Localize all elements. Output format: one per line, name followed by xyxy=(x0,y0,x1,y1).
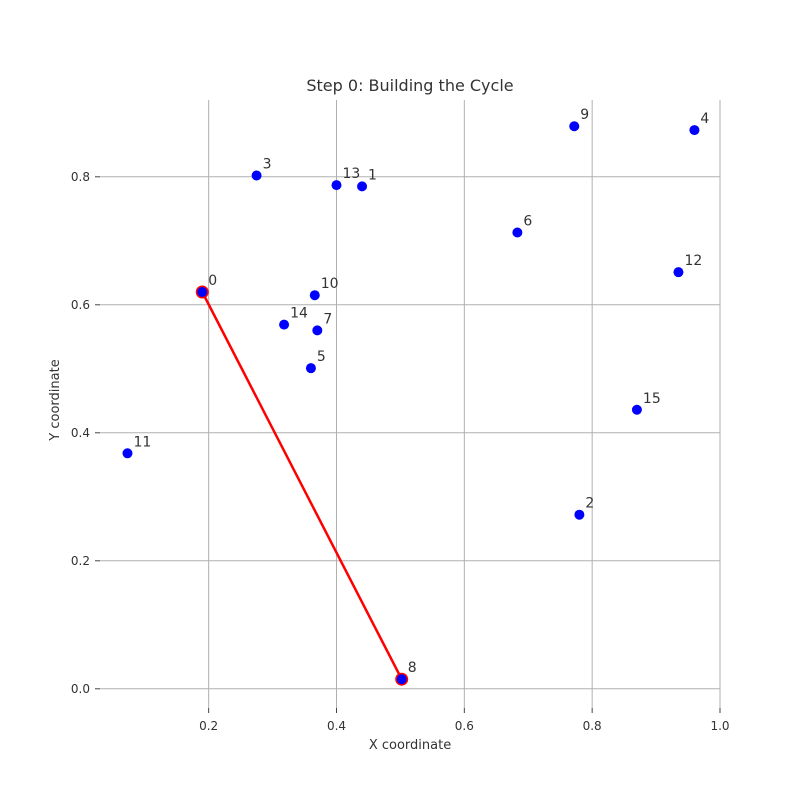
data-point xyxy=(312,325,323,336)
y-tick-label: 0.4 xyxy=(71,426,90,440)
data-point xyxy=(279,319,290,330)
data-point xyxy=(309,290,320,301)
point-label: 6 xyxy=(523,213,532,229)
data-point xyxy=(512,227,523,238)
data-point xyxy=(689,125,700,136)
y-axis-label: Y coordinate xyxy=(48,359,63,441)
point-label: 10 xyxy=(321,276,339,292)
point-label: 12 xyxy=(684,253,702,269)
x-axis-label: X coordinate xyxy=(369,738,451,753)
x-tick-label: 0.4 xyxy=(327,719,346,733)
data-point xyxy=(631,404,642,415)
data-point xyxy=(251,170,262,181)
point-label: 9 xyxy=(580,107,589,123)
point-label: 1 xyxy=(368,167,377,183)
chart-title: Step 0: Building the Cycle xyxy=(306,76,513,95)
y-tick-label: 0.8 xyxy=(71,170,90,184)
grid xyxy=(100,100,721,708)
ticks: 0.2 0.4 0.6 0.8 1.0 0.0 0.2 0.4 0.6 0.8 xyxy=(71,170,730,733)
x-tick-label: 1.0 xyxy=(710,719,729,733)
y-tick-label: 0.0 xyxy=(71,682,90,696)
data-point xyxy=(357,181,368,192)
data-point xyxy=(331,180,342,191)
x-tick-label: 0.8 xyxy=(583,719,602,733)
data-point xyxy=(197,287,208,297)
point-label: 15 xyxy=(643,391,661,407)
x-tick-label: 0.6 xyxy=(455,719,474,733)
data-point xyxy=(569,121,580,132)
data-point xyxy=(122,448,133,459)
data-point xyxy=(574,509,585,520)
data-point xyxy=(673,267,684,278)
point-label: 4 xyxy=(700,111,709,127)
point-label: 5 xyxy=(317,349,326,365)
data-point xyxy=(396,674,407,685)
data-point xyxy=(305,363,316,374)
cycle-path xyxy=(201,291,403,680)
y-tick-label: 0.6 xyxy=(71,298,90,312)
point-label: 8 xyxy=(408,660,417,676)
point-label: 13 xyxy=(342,166,360,182)
point-label: 7 xyxy=(323,311,332,327)
point-label: 11 xyxy=(133,434,151,450)
point-label: 3 xyxy=(263,157,272,173)
point-label: 0 xyxy=(208,273,217,289)
x-tick-label: 0.2 xyxy=(199,719,218,733)
point-label: 2 xyxy=(585,496,594,512)
cycle-edge xyxy=(201,291,403,680)
y-tick-label: 0.2 xyxy=(71,554,90,568)
point-label: 14 xyxy=(290,306,308,322)
